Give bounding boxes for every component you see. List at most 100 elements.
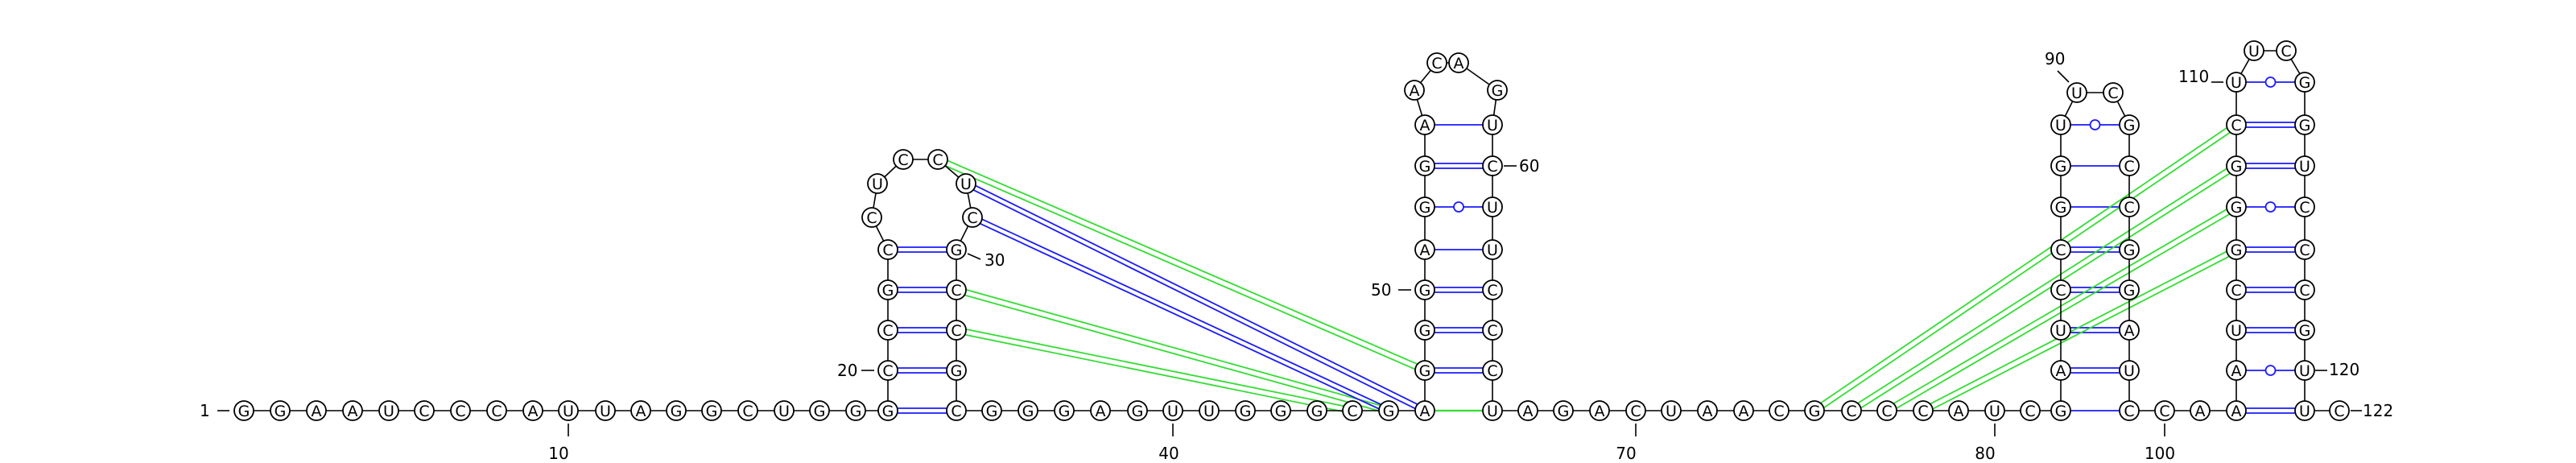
nucleotide: U — [2050, 320, 2071, 341]
nucleotide: U — [1162, 400, 1183, 421]
nucleotide-letter: G — [951, 362, 963, 380]
nucleotide: A — [522, 400, 543, 421]
nucleotide-letter: C — [2281, 43, 2291, 60]
nucleotide-circle — [2294, 360, 2315, 381]
nucleotide: A — [1733, 400, 1754, 421]
nucleotide-letter: G — [1419, 282, 1431, 300]
nucleotide-letter: G — [2231, 242, 2243, 259]
nucleotide: G — [1553, 400, 1574, 421]
nucleotide: A — [1404, 80, 1425, 101]
nucleotide-letter: A — [1454, 55, 1464, 72]
nucleotide: U — [378, 400, 399, 421]
nucleotide-letter: U — [2055, 117, 2066, 134]
nucleotide-circle — [2226, 400, 2247, 421]
base-pair-bonds — [898, 76, 2295, 415]
nucleotide: G — [1414, 320, 1435, 341]
nucleotide: C — [946, 400, 967, 421]
nucleotide: C — [962, 207, 983, 228]
nucleotide-circle — [1482, 320, 1503, 341]
position-label: 110 — [2178, 67, 2209, 86]
nucleotide-letter: A — [1739, 403, 1749, 420]
nucleotide: A — [1589, 400, 1610, 421]
nucleotide-letter: U — [2071, 85, 2083, 102]
nucleotide-letter: C — [2231, 117, 2241, 134]
nucleotide-letter: C — [882, 362, 893, 380]
nucleotide-circle — [737, 400, 758, 421]
nucleotide-letter: C — [2055, 282, 2066, 300]
nucleotide-letter: A — [1420, 117, 1430, 134]
position-label: 20 — [837, 361, 857, 380]
position-label: 10 — [548, 444, 568, 463]
nucleotide-circle — [2119, 279, 2140, 300]
pseudoknot-bond — [1849, 163, 2235, 409]
nucleotide-letter: G — [671, 403, 683, 420]
nucleotide-letter: G — [1240, 403, 1252, 420]
nucleotide: U — [595, 400, 616, 421]
nucleotide-letter: C — [951, 282, 961, 300]
nucleotide-letter: G — [850, 403, 862, 420]
nucleotide-circle — [2119, 155, 2140, 176]
nucleotide-circle — [1482, 360, 1503, 381]
nucleotide: U — [1482, 400, 1503, 421]
nucleotide-circle — [893, 149, 914, 170]
nucleotide-letter: G — [882, 403, 894, 420]
nucleotide: G — [701, 400, 722, 421]
nucleotide: G — [2050, 155, 2071, 176]
nucleotide-letter: G — [951, 242, 963, 259]
nucleotide: G — [1127, 400, 1148, 421]
pseudoknot-bond — [936, 161, 1424, 374]
pseudoknot-bond — [1812, 122, 2235, 409]
nucleotide: G — [1804, 400, 1825, 421]
nucleotide-letter: U — [1487, 117, 1498, 134]
nucleotide: A — [306, 400, 327, 421]
nucleotide: A — [342, 400, 363, 421]
nucleotide: G — [1378, 400, 1399, 421]
nucleotide-circle — [558, 400, 579, 421]
nucleotide: C — [1769, 400, 1790, 421]
nucleotide: C — [2294, 239, 2315, 260]
nucleotide-letter: G — [1311, 403, 1323, 420]
nucleotide-letter: G — [2055, 158, 2067, 176]
position-tick — [2057, 70, 2070, 83]
nucleotide-letter: A — [2195, 403, 2206, 420]
nucleotide: U — [1482, 114, 1503, 135]
nucleotide: U — [2066, 82, 2087, 103]
nucleotide: G — [809, 400, 830, 421]
nucleotide-circle — [1482, 196, 1503, 217]
nucleotide: C — [1426, 52, 1447, 73]
nucleotide-circle — [946, 239, 967, 260]
nucleotide-letter: G — [2055, 199, 2067, 217]
nucleotide-letter: G — [1419, 362, 1431, 380]
pseudoknot-bond — [1815, 126, 2239, 414]
nucleotide: G — [1307, 400, 1327, 421]
nucleotide: G — [1414, 196, 1435, 217]
nucleotide-letter: G — [1022, 403, 1034, 420]
nucleotide-letter: A — [636, 403, 646, 420]
nucleotide: G — [2226, 239, 2247, 260]
nucleotide-letter: U — [563, 403, 574, 420]
nucleotide: G — [233, 400, 254, 421]
nucleotide-circle — [1414, 400, 1435, 421]
nucleotide: A — [1414, 400, 1435, 421]
nucleotide: A — [1948, 400, 1969, 421]
nucleotide-letter: U — [1487, 199, 1498, 217]
nucleotide-letter: G — [986, 403, 998, 420]
wobble-marker — [2264, 76, 2277, 88]
nucleotide: U — [867, 173, 888, 194]
nucleotide-letter: C — [951, 403, 961, 420]
nucleotide: U — [1199, 400, 1220, 421]
nucleotide: U — [2226, 320, 2247, 341]
nucleotide-circle — [2294, 320, 2315, 341]
nucleotide-letter: G — [1419, 322, 1431, 340]
nucleotide-letter: G — [1419, 158, 1431, 176]
nucleotide: A — [1448, 52, 1469, 73]
nucleotide: C — [893, 149, 914, 170]
nucleotide-letter: G — [1275, 403, 1287, 420]
nucleotide-letter: A — [1954, 403, 1964, 420]
position-label: 50 — [1371, 280, 1391, 300]
nucleotide-circle — [1414, 360, 1435, 381]
long-range-bond — [972, 214, 1390, 410]
nucleotide-letter: A — [312, 403, 322, 420]
nucleotide-circle — [1414, 320, 1435, 341]
